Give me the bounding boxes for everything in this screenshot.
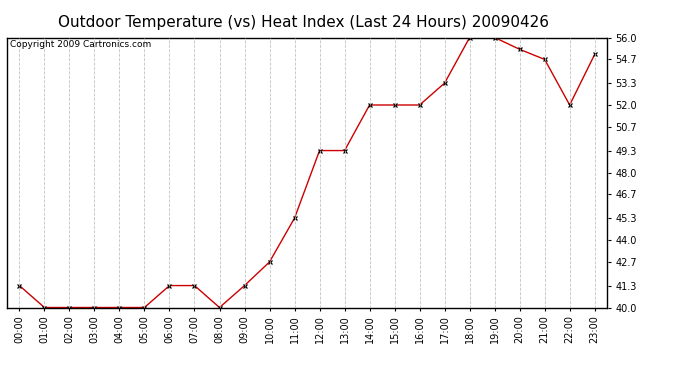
- Text: Outdoor Temperature (vs) Heat Index (Last 24 Hours) 20090426: Outdoor Temperature (vs) Heat Index (Las…: [58, 15, 549, 30]
- Text: Copyright 2009 Cartronics.com: Copyright 2009 Cartronics.com: [10, 40, 151, 49]
